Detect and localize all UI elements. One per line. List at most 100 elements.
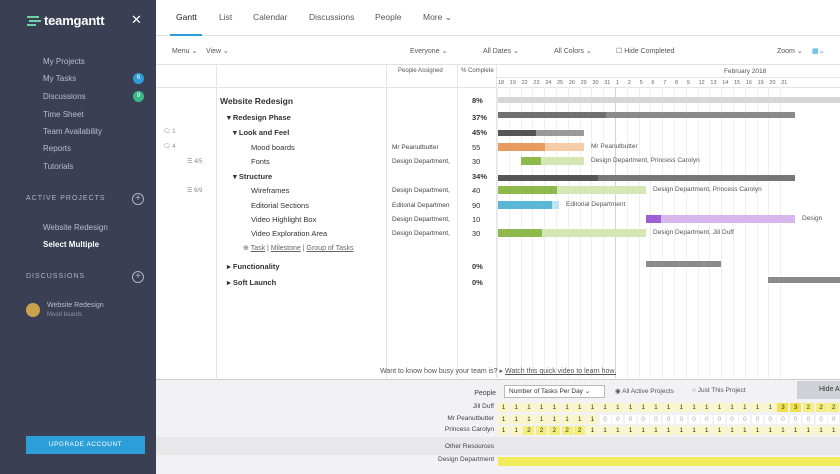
group-structure[interactable]: ▾ Structure bbox=[233, 172, 273, 181]
pct-value[interactable]: 40 bbox=[472, 186, 481, 195]
everyone-dropdown[interactable]: Everyone ⌄ bbox=[410, 48, 448, 55]
checklist-count[interactable]: ☰ 4/5 bbox=[187, 159, 203, 165]
day-label: 16 bbox=[745, 80, 752, 86]
add-group-link[interactable]: Group of Tasks bbox=[306, 245, 354, 252]
workload-cell: 0 bbox=[828, 414, 840, 424]
nav-reports[interactable]: Reports bbox=[43, 144, 72, 153]
workload-cell: 2 bbox=[561, 426, 573, 435]
bar-label: Design bbox=[802, 215, 823, 222]
caret-right-icon: ▸ bbox=[227, 278, 231, 287]
logo[interactable]: teamgantt bbox=[27, 13, 105, 28]
bar-project[interactable] bbox=[498, 97, 840, 103]
nav-my-projects[interactable]: My Projects bbox=[43, 57, 85, 66]
checklist-count[interactable]: ☰ 6/9 bbox=[187, 188, 203, 194]
radio-all-projects[interactable]: ◉ All Active Projects bbox=[615, 388, 674, 395]
comment-count[interactable]: 🗨 4 bbox=[163, 144, 176, 150]
task-video-highlight-box[interactable]: Video Highlight Box bbox=[251, 215, 317, 224]
grid-view-icon[interactable]: ▦⌄ bbox=[812, 48, 825, 55]
pct-value[interactable]: 30 bbox=[472, 229, 481, 238]
group-redesign-phase[interactable]: ▾ Redesign Phase bbox=[227, 113, 291, 122]
colors-dropdown[interactable]: All Colors ⌄ bbox=[554, 48, 592, 55]
comment-count[interactable]: 🗨 1 bbox=[163, 129, 176, 135]
view-dropdown[interactable]: View ⌄ bbox=[206, 48, 229, 55]
pct-value: 0% bbox=[472, 278, 483, 287]
add-discussion-icon[interactable]: + bbox=[132, 271, 144, 283]
hide-completed-checkbox[interactable]: ☐ Hide Completed bbox=[616, 48, 675, 55]
day-label: 2 bbox=[627, 80, 631, 86]
task-fonts[interactable]: Fonts bbox=[251, 157, 270, 166]
tab-gantt[interactable]: Gantt bbox=[176, 12, 197, 22]
workload-cell: 1 bbox=[663, 426, 675, 435]
workload-cell: 0 bbox=[739, 414, 751, 424]
bar-look-and-feel[interactable] bbox=[498, 130, 536, 136]
assignee[interactable]: Design Department, bbox=[392, 187, 450, 194]
assignee[interactable]: Design Department, bbox=[392, 216, 450, 223]
upgrade-button[interactable]: UPGRADE ACCOUNT bbox=[26, 436, 145, 454]
task-wireframes[interactable]: Wireframes bbox=[251, 186, 290, 195]
day-label: 1 bbox=[616, 80, 620, 86]
bar-video-highlight[interactable] bbox=[646, 215, 661, 223]
nav-my-tasks[interactable]: My Tasks bbox=[43, 74, 77, 83]
caret-right-icon: ▸ bbox=[227, 262, 231, 271]
assignee[interactable]: Design Department, bbox=[392, 230, 450, 237]
hide-button[interactable]: Hide A bbox=[797, 381, 840, 399]
col-divider bbox=[457, 65, 458, 378]
project-row[interactable]: Website Redesign bbox=[220, 96, 294, 106]
task-mood-boards[interactable]: Mood boards bbox=[251, 143, 295, 152]
add-milestone-link[interactable]: Milestone bbox=[270, 245, 301, 252]
bar-fonts-remaining bbox=[541, 157, 584, 165]
tab-list[interactable]: List bbox=[219, 12, 233, 22]
tab-more[interactable]: More ⌄ bbox=[423, 12, 452, 22]
task-video-exploration-area[interactable]: Video Exploration Area bbox=[251, 229, 328, 238]
discussion-title[interactable]: Website Redesign bbox=[47, 302, 104, 309]
assignee[interactable]: Editorial Departmen bbox=[392, 202, 450, 209]
tab-calendar[interactable]: Calendar bbox=[253, 12, 288, 22]
bar-structure[interactable] bbox=[498, 175, 598, 181]
promo-link[interactable]: Watch this quick video to learn how. bbox=[505, 368, 617, 375]
pct-value[interactable]: 10 bbox=[472, 215, 481, 224]
bar-fonts[interactable] bbox=[521, 157, 541, 165]
task-editorial-sections[interactable]: Editorial Sections bbox=[251, 201, 309, 210]
workload-cell: 3 bbox=[777, 403, 789, 412]
add-task-link[interactable]: Task bbox=[250, 245, 266, 252]
pct-value[interactable]: 90 bbox=[472, 201, 481, 210]
zoom-dropdown[interactable]: Zoom ⌄ bbox=[777, 48, 803, 55]
add-project-icon[interactable]: + bbox=[132, 193, 144, 205]
group-look-and-feel[interactable]: ▾ Look and Feel bbox=[233, 128, 290, 137]
nav-team-availability[interactable]: Team Availability bbox=[43, 127, 102, 136]
workload-cell: 1 bbox=[536, 403, 548, 412]
workload-cell: 1 bbox=[637, 403, 649, 412]
tab-people[interactable]: People bbox=[375, 12, 402, 22]
assignee[interactable]: Mr Peanutbutter bbox=[392, 144, 439, 151]
nav-tutorials[interactable]: Tutorials bbox=[43, 162, 74, 171]
dates-dropdown[interactable]: All Dates ⌄ bbox=[483, 48, 519, 55]
group-soft-launch[interactable]: ▸ Soft Launch bbox=[227, 278, 277, 287]
workload-cell: 2 bbox=[828, 403, 840, 412]
bar-functionality[interactable] bbox=[646, 261, 721, 267]
bar-video-exploration[interactable] bbox=[498, 229, 542, 237]
workload-cell: 1 bbox=[498, 414, 509, 424]
menu-dropdown[interactable]: Menu ⌄ bbox=[172, 48, 198, 55]
workload-cell: 1 bbox=[498, 403, 509, 412]
radio-this-project[interactable]: ○ Just This Project bbox=[692, 387, 746, 394]
workload-cell: 1 bbox=[574, 414, 586, 424]
bar-mood-boards[interactable] bbox=[498, 143, 545, 151]
checklist-icon: ☰ bbox=[187, 188, 193, 194]
close-icon[interactable]: ✕ bbox=[131, 12, 142, 27]
bar-wireframes[interactable] bbox=[498, 186, 557, 194]
col-divider bbox=[496, 65, 497, 378]
tasks-per-day-dropdown[interactable]: Number of Tasks Per Day ⌄ bbox=[504, 385, 605, 398]
nav-time-sheet[interactable]: Time Sheet bbox=[43, 110, 84, 119]
day-label: 30 bbox=[592, 80, 599, 86]
nav-discussions[interactable]: Discussions bbox=[43, 92, 86, 101]
project-website-redesign[interactable]: Website Redesign bbox=[43, 223, 108, 232]
tab-discussions[interactable]: Discussions bbox=[309, 12, 355, 22]
assignee[interactable]: Design Department, bbox=[392, 158, 450, 165]
bar-editorial[interactable] bbox=[498, 201, 552, 209]
pct-value[interactable]: 30 bbox=[472, 157, 481, 166]
pct-value[interactable]: 55 bbox=[472, 143, 481, 152]
group-functionality[interactable]: ▸ Functionality bbox=[227, 262, 280, 271]
project-select-multiple[interactable]: Select Multiple bbox=[43, 240, 100, 249]
bar-soft-launch[interactable] bbox=[768, 277, 840, 283]
pct-value: 45% bbox=[472, 128, 488, 137]
